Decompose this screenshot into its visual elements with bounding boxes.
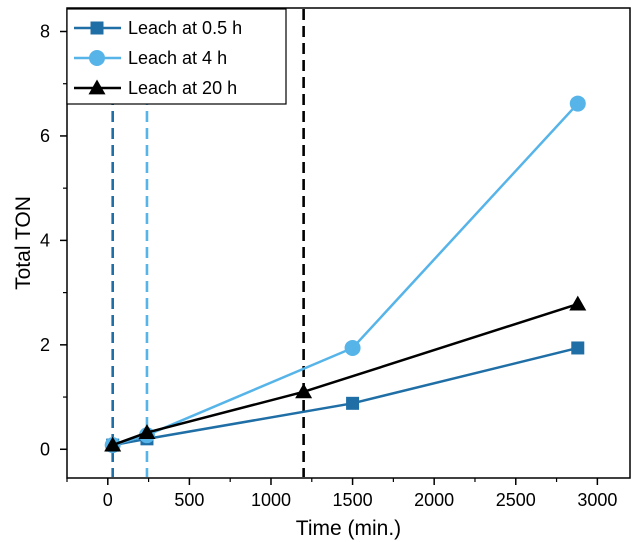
- data-point: [104, 436, 122, 452]
- y-tick-label: 8: [40, 22, 50, 42]
- y-tick-label: 0: [40, 439, 50, 459]
- x-tick-label: 500: [174, 490, 204, 510]
- legend-marker: [90, 21, 104, 35]
- x-tick-label: 1000: [251, 490, 291, 510]
- x-tick-label: 3000: [577, 490, 617, 510]
- legend-label: Leach at 4 h: [128, 48, 227, 68]
- x-axis-title: Time (min.): [296, 517, 401, 540]
- data-point: [138, 424, 156, 439]
- x-tick-label: 0: [103, 490, 113, 510]
- y-axis-ticks: 0 2 4 6 8: [40, 22, 67, 459]
- legend: Leach at 0.5 h Leach at 4 h Leach at 20 h: [66, 8, 287, 105]
- series-line: [112, 346, 579, 447]
- y-axis-title: Total TON: [12, 196, 35, 290]
- legend-marker: [89, 50, 105, 66]
- legend-label: Leach at 20 h: [128, 78, 237, 98]
- data-point: [569, 95, 586, 112]
- data-point: [346, 396, 360, 410]
- legend-label: Leach at 0.5 h: [128, 18, 242, 38]
- data-point: [295, 383, 313, 399]
- legend-marker: [88, 79, 106, 95]
- series-2: [104, 95, 586, 454]
- x-axis-ticks: 0 500 1000 1500 2000 2500 3000: [66, 478, 617, 510]
- data-point: [571, 341, 585, 355]
- series-line: [112, 102, 579, 447]
- x-tick-label: 2000: [414, 490, 454, 510]
- series-1: [106, 341, 585, 452]
- y-tick-label: 4: [40, 230, 50, 250]
- x-tick-label: 2500: [496, 490, 536, 510]
- y-tick-label: 6: [40, 126, 50, 146]
- x-tick-label: 1500: [333, 490, 373, 510]
- data-point: [569, 295, 587, 311]
- data-point: [344, 339, 361, 356]
- y-tick-label: 2: [40, 335, 50, 355]
- plot-frame: [66, 7, 631, 479]
- series-layer: [104, 95, 587, 454]
- series-line: [112, 302, 579, 447]
- series-3: [104, 295, 587, 452]
